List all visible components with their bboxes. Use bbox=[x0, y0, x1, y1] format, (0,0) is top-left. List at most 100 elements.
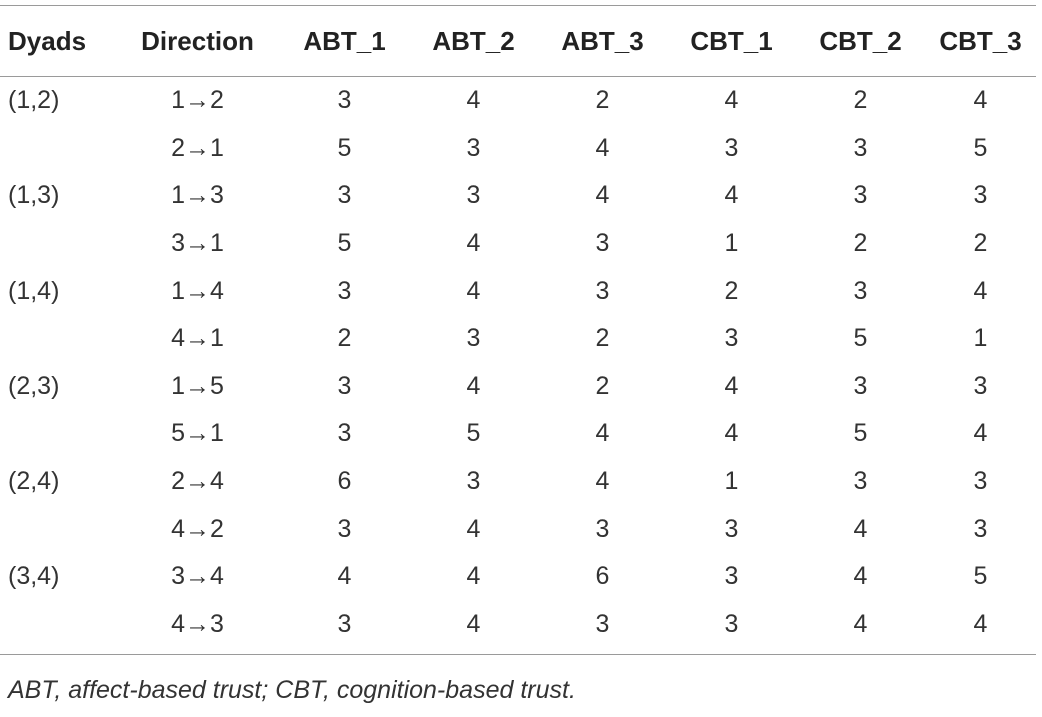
cell-cbt-3: 2 bbox=[973, 229, 988, 258]
cell-cbt-1: 3 bbox=[724, 514, 739, 543]
cell-dyad bbox=[0, 125, 115, 173]
cell-abt-2: 4 bbox=[466, 276, 481, 305]
cell-cbt-1: 3 bbox=[724, 133, 739, 162]
cell-abt-1: 3 bbox=[337, 86, 352, 115]
cell-dyad bbox=[0, 601, 115, 655]
cell-cbt-2: 2 bbox=[853, 86, 868, 115]
cell-cbt-1: 4 bbox=[724, 86, 739, 115]
cell-cbt-3: 3 bbox=[973, 371, 988, 400]
cell-cbt-2: 2 bbox=[853, 229, 868, 258]
table-row: 4→1 2 3 2 3 5 1 bbox=[0, 315, 1036, 363]
table-row: 4→3 3 4 3 3 4 4 bbox=[0, 601, 1036, 655]
cell-cbt-2: 3 bbox=[853, 133, 868, 162]
header-direction: Direction bbox=[141, 25, 254, 56]
table-row: (1,3) 1→3 3 3 4 4 3 3 bbox=[0, 172, 1036, 220]
cell-cbt-3: 5 bbox=[973, 562, 988, 591]
cell-direction: 2→1 bbox=[171, 133, 224, 162]
cell-abt-1: 3 bbox=[337, 181, 352, 210]
cell-cbt-2: 3 bbox=[853, 371, 868, 400]
cell-cbt-3: 5 bbox=[973, 133, 988, 162]
cell-abt-2: 3 bbox=[466, 324, 481, 353]
cell-dyad: (2,3) bbox=[8, 371, 60, 400]
cell-cbt-1: 1 bbox=[724, 467, 739, 496]
cell-cbt-2: 5 bbox=[853, 324, 868, 353]
cell-abt-2: 3 bbox=[466, 467, 481, 496]
top-rule bbox=[0, 5, 1036, 6]
cell-abt-2: 3 bbox=[466, 133, 481, 162]
header-abt-3: ABT_3 bbox=[561, 25, 644, 56]
cell-direction: 3→4 bbox=[171, 562, 224, 591]
cell-abt-3: 3 bbox=[595, 276, 610, 305]
cell-abt-3: 4 bbox=[595, 133, 610, 162]
cell-cbt-1: 3 bbox=[724, 324, 739, 353]
table-body: (1,2) 1→2 3 4 2 4 2 4 2→1 5 3 4 3 3 5 (1,3) 1→3 3 3 4 4 3 3 3→1… bbox=[0, 76, 1036, 655]
cell-direction: 4→3 bbox=[171, 609, 224, 638]
cell-cbt-3: 4 bbox=[973, 419, 988, 448]
cell-abt-1: 5 bbox=[337, 133, 352, 162]
cell-abt-2: 3 bbox=[466, 181, 481, 210]
cell-abt-1: 4 bbox=[337, 562, 352, 591]
cell-cbt-3: 4 bbox=[973, 276, 988, 305]
table-row: (2,3) 1→5 3 4 2 4 3 3 bbox=[0, 363, 1036, 411]
cell-direction: 4→1 bbox=[171, 324, 224, 353]
table-row: 5→1 3 5 4 4 5 4 bbox=[0, 410, 1036, 458]
cell-abt-3: 2 bbox=[595, 371, 610, 400]
cell-abt-3: 3 bbox=[595, 609, 610, 638]
cell-dyad bbox=[0, 410, 115, 458]
cell-abt-3: 2 bbox=[595, 86, 610, 115]
table-footnote: ABT, affect-based trust; CBT, cognition-… bbox=[8, 676, 576, 704]
header-cbt-3: CBT_3 bbox=[939, 25, 1022, 56]
cell-dyad: (2,4) bbox=[8, 467, 60, 496]
header-cbt-1: CBT_1 bbox=[690, 25, 773, 56]
cell-cbt-1: 1 bbox=[724, 229, 739, 258]
cell-cbt-2: 3 bbox=[853, 181, 868, 210]
cell-abt-3: 3 bbox=[595, 514, 610, 543]
cell-abt-2: 4 bbox=[466, 562, 481, 591]
cell-cbt-3: 3 bbox=[973, 514, 988, 543]
cell-abt-3: 4 bbox=[595, 181, 610, 210]
header-cbt-2: CBT_2 bbox=[819, 25, 902, 56]
cell-abt-1: 3 bbox=[337, 419, 352, 448]
cell-abt-1: 6 bbox=[337, 467, 352, 496]
cell-direction: 1→3 bbox=[171, 181, 224, 210]
cell-dyad bbox=[0, 505, 115, 553]
cell-cbt-1: 4 bbox=[724, 419, 739, 448]
cell-abt-1: 3 bbox=[337, 371, 352, 400]
cell-cbt-1: 4 bbox=[724, 181, 739, 210]
cell-abt-1: 3 bbox=[337, 276, 352, 305]
cell-abt-2: 5 bbox=[466, 419, 481, 448]
table-row: (2,4) 2→4 6 3 4 1 3 3 bbox=[0, 458, 1036, 506]
cell-abt-3: 4 bbox=[595, 419, 610, 448]
cell-abt-1: 3 bbox=[337, 609, 352, 638]
cell-dyad: (3,4) bbox=[8, 562, 60, 591]
cell-direction: 3→1 bbox=[171, 229, 224, 258]
cell-cbt-1: 2 bbox=[724, 276, 739, 305]
cell-abt-3: 4 bbox=[595, 467, 610, 496]
header-abt-2: ABT_2 bbox=[432, 25, 515, 56]
cell-cbt-1: 4 bbox=[724, 371, 739, 400]
cell-cbt-3: 3 bbox=[973, 467, 988, 496]
cell-cbt-3: 4 bbox=[973, 86, 988, 115]
cell-cbt-2: 4 bbox=[853, 609, 868, 638]
cell-abt-1: 2 bbox=[337, 324, 352, 353]
cell-cbt-2: 4 bbox=[853, 562, 868, 591]
cell-abt-3: 3 bbox=[595, 229, 610, 258]
cell-direction: 2→4 bbox=[171, 467, 224, 496]
cell-cbt-2: 4 bbox=[853, 514, 868, 543]
cell-direction: 1→4 bbox=[171, 276, 224, 305]
bottom-rule bbox=[0, 654, 1036, 656]
cell-abt-3: 2 bbox=[595, 324, 610, 353]
cell-dyad bbox=[0, 315, 115, 363]
cell-cbt-3: 1 bbox=[973, 324, 988, 353]
cell-cbt-2: 3 bbox=[853, 276, 868, 305]
cell-cbt-3: 3 bbox=[973, 181, 988, 210]
cell-cbt-3: 4 bbox=[973, 609, 988, 638]
table-row: 4→2 3 4 3 3 4 3 bbox=[0, 505, 1036, 553]
table-row: 3→1 5 4 3 1 2 2 bbox=[0, 220, 1036, 268]
cell-cbt-2: 3 bbox=[853, 467, 868, 496]
cell-abt-1: 3 bbox=[337, 514, 352, 543]
table-row: 2→1 5 3 4 3 3 5 bbox=[0, 125, 1036, 173]
table-row: (3,4) 3→4 4 4 6 3 4 5 bbox=[0, 553, 1036, 601]
data-table: Dyads Direction ABT_1 ABT_2 ABT_3 CBT_1 … bbox=[0, 6, 1036, 654]
cell-dyad bbox=[0, 220, 115, 268]
